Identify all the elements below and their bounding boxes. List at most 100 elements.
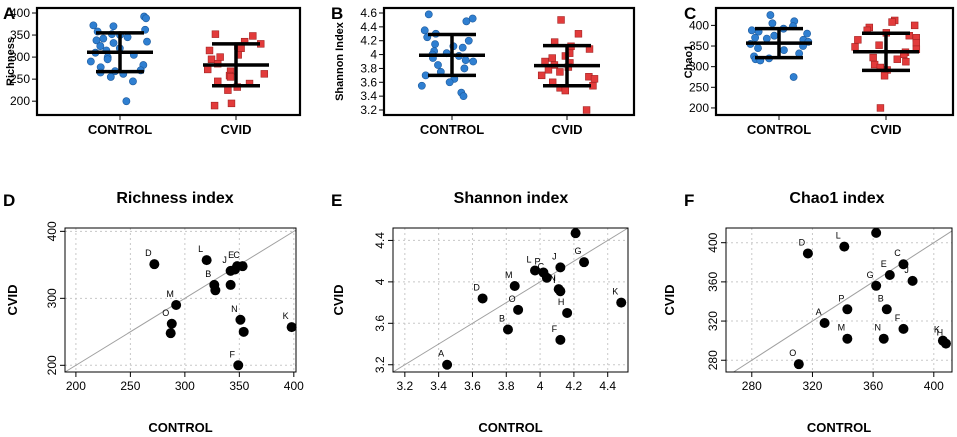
- data-point: [509, 281, 520, 292]
- control-point: [462, 17, 471, 26]
- x-axis-label: CONTROL: [807, 420, 871, 435]
- point-label: A: [816, 307, 822, 317]
- point-label: C: [538, 262, 545, 272]
- identity-line: [733, 230, 953, 373]
- x-tick-label: 4: [537, 379, 544, 393]
- panel-f: F Chao1 index 280 320 360 400 280 320 360 400 CONT…: [662, 190, 953, 435]
- data-point: [898, 323, 909, 334]
- panel-c: C 200 250 300 350 400 Chao1 CONTROL CVID: [683, 4, 955, 137]
- x-tick-label: 3.6: [464, 379, 481, 393]
- data-point: [871, 227, 882, 238]
- cvid-point: [854, 36, 862, 44]
- point-label: D: [799, 237, 806, 247]
- chart-title: Shannon index: [454, 190, 569, 207]
- point-label: O: [509, 294, 516, 304]
- y-tick-label: 400: [706, 232, 720, 252]
- data-point: [210, 285, 221, 296]
- cvid-point: [537, 71, 546, 80]
- y-axis-label: CVID: [662, 284, 677, 315]
- point-label: G: [575, 246, 582, 256]
- identity-line: [64, 229, 297, 373]
- control-point: [762, 34, 771, 43]
- control-point: [106, 73, 115, 81]
- control-point: [766, 11, 775, 19]
- control-point: [142, 14, 150, 23]
- control-point: [109, 22, 118, 31]
- cvid-point: [216, 53, 224, 61]
- y-tick-label: 3.4: [360, 89, 377, 103]
- point-label: J: [222, 255, 227, 265]
- y-axis-label: CVID: [5, 284, 20, 315]
- data-point: [502, 324, 513, 335]
- cvid-point: [888, 18, 896, 26]
- point-label: P: [838, 293, 844, 303]
- point-label: P: [534, 257, 540, 267]
- control-point: [464, 36, 473, 45]
- control-point: [123, 33, 132, 42]
- cvid-point: [590, 75, 599, 83]
- point-label: J: [552, 251, 557, 261]
- cvid-point: [205, 46, 214, 55]
- control-point: [99, 34, 108, 43]
- panel-a: A 200 250 300 350 400 Richness CONTROL CVID: [3, 4, 302, 137]
- control-point: [86, 57, 95, 66]
- data-point: [530, 265, 541, 276]
- y-axis-label: Chao1: [683, 45, 695, 79]
- cvid-point: [910, 21, 919, 30]
- point-label: F: [895, 313, 901, 323]
- x-tick-label: 400: [284, 379, 304, 393]
- panel-label: F: [684, 191, 694, 210]
- point-label: J: [904, 265, 909, 275]
- y-tick-label: 320: [706, 311, 720, 331]
- data-point: [513, 304, 524, 315]
- cvid-point: [211, 30, 220, 38]
- control-point: [109, 39, 118, 47]
- x-tick-label: 3.2: [396, 379, 413, 393]
- cvid-point: [912, 39, 921, 47]
- point-label: L: [198, 244, 203, 254]
- y-tick-label: 350: [689, 39, 709, 53]
- x-tick-label: 300: [175, 379, 195, 393]
- x-tick-label: 200: [66, 379, 86, 393]
- point-label: M: [505, 270, 513, 280]
- point-label: M: [838, 323, 846, 333]
- cvid-point: [893, 55, 901, 63]
- x-axis-label: CONTROL: [148, 420, 212, 435]
- control-point: [789, 73, 798, 81]
- data-point: [286, 322, 297, 333]
- data-point: [793, 359, 804, 370]
- point-label: L: [527, 254, 532, 264]
- data-point: [238, 326, 249, 337]
- point-label: I: [553, 275, 556, 285]
- panel-d: D Richness index 200 250 300 350 400 200 300 400 C…: [3, 190, 304, 435]
- panel-label: C: [684, 4, 696, 23]
- panel-label: B: [331, 4, 343, 23]
- cvid-point: [548, 54, 556, 62]
- control-point: [458, 43, 467, 52]
- y-tick-label: 3.6: [373, 315, 387, 332]
- cvid-point: [561, 86, 570, 95]
- x-axis-label: CONTROL: [478, 420, 542, 435]
- point-label: K: [612, 287, 618, 297]
- y-tick-label: 4.4: [373, 232, 387, 249]
- point-label: A: [438, 349, 444, 359]
- control-point: [747, 26, 756, 35]
- data-point: [802, 248, 813, 259]
- control-point: [431, 40, 439, 49]
- x-category-label: CONTROL: [88, 122, 152, 137]
- control-point: [803, 29, 812, 38]
- data-point: [555, 334, 566, 345]
- cvid-point: [214, 77, 222, 86]
- control-point: [122, 97, 131, 106]
- data-point: [233, 360, 244, 371]
- plot-frame: [64, 227, 297, 373]
- x-tick-label: 400: [924, 379, 944, 393]
- control-point: [96, 42, 105, 50]
- point-label: M: [166, 289, 174, 299]
- point-label: N: [874, 323, 881, 333]
- data-point: [555, 262, 566, 273]
- panel-b: B 3.23.43.63.844.24.44.6 Shannon Index CONT…: [331, 4, 636, 137]
- identity-line: [392, 227, 629, 373]
- data-point: [884, 270, 895, 281]
- point-label: B: [499, 314, 505, 324]
